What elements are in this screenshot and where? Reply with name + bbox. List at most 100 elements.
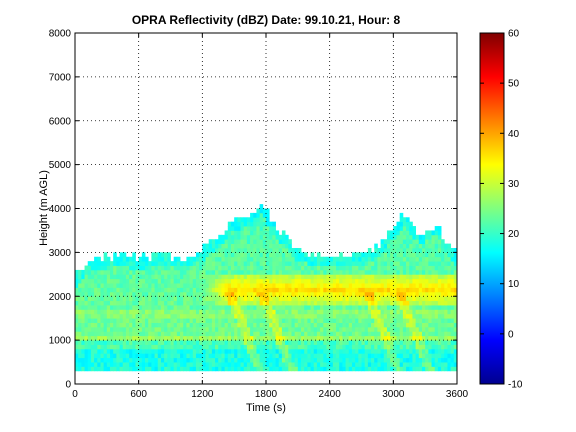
reflectivity-cell bbox=[186, 335, 190, 341]
reflectivity-cell bbox=[269, 243, 273, 249]
reflectivity-cell bbox=[151, 261, 155, 266]
reflectivity-cell bbox=[310, 344, 315, 350]
reflectivity-cell bbox=[157, 296, 162, 302]
reflectivity-cell bbox=[227, 247, 232, 253]
reflectivity-cell bbox=[167, 261, 171, 266]
reflectivity-cell bbox=[237, 283, 241, 288]
reflectivity-cell bbox=[278, 296, 283, 302]
reflectivity-cell bbox=[180, 278, 184, 284]
reflectivity-cell bbox=[358, 353, 362, 359]
reflectivity-cell bbox=[256, 331, 261, 337]
reflectivity-cell bbox=[237, 313, 241, 319]
reflectivity-cell bbox=[310, 348, 315, 354]
reflectivity-cell bbox=[374, 344, 378, 350]
reflectivity-cell bbox=[412, 278, 417, 284]
reflectivity-cell bbox=[367, 353, 372, 359]
reflectivity-cell bbox=[275, 296, 280, 302]
reflectivity-cell bbox=[364, 313, 369, 319]
reflectivity-cell bbox=[269, 366, 273, 372]
reflectivity-cell bbox=[160, 305, 165, 310]
reflectivity-cell bbox=[94, 278, 98, 284]
reflectivity-cell bbox=[396, 274, 401, 280]
reflectivity-cell bbox=[186, 274, 190, 280]
reflectivity-cell bbox=[396, 296, 401, 302]
reflectivity-cell bbox=[250, 217, 254, 223]
reflectivity-cell bbox=[215, 366, 219, 372]
reflectivity-cell bbox=[176, 344, 181, 350]
reflectivity-cell bbox=[412, 283, 417, 288]
reflectivity-cell bbox=[380, 239, 385, 244]
reflectivity-cell bbox=[250, 331, 254, 337]
reflectivity-cell bbox=[211, 291, 216, 297]
reflectivity-cell bbox=[78, 322, 82, 328]
reflectivity-cell bbox=[170, 274, 175, 280]
reflectivity-cell bbox=[374, 291, 378, 297]
reflectivity-cell bbox=[250, 357, 254, 363]
reflectivity-cell bbox=[358, 313, 362, 319]
reflectivity-cell bbox=[447, 326, 452, 332]
reflectivity-cell bbox=[180, 296, 184, 302]
reflectivity-cell bbox=[288, 243, 292, 249]
reflectivity-cell bbox=[393, 230, 397, 236]
reflectivity-cell bbox=[281, 256, 286, 262]
reflectivity-cell bbox=[97, 313, 101, 319]
reflectivity-cell bbox=[266, 230, 270, 236]
reflectivity-cell bbox=[253, 269, 257, 275]
reflectivity-cell bbox=[78, 278, 82, 284]
reflectivity-cell bbox=[386, 274, 391, 280]
reflectivity-cell bbox=[415, 269, 420, 275]
reflectivity-cell bbox=[377, 291, 381, 297]
reflectivity-cell bbox=[129, 357, 133, 363]
reflectivity-cell bbox=[186, 340, 190, 345]
reflectivity-cell bbox=[329, 278, 334, 284]
reflectivity-cell bbox=[383, 291, 388, 297]
reflectivity-cell bbox=[291, 300, 296, 306]
reflectivity-cell bbox=[141, 291, 146, 297]
reflectivity-cell bbox=[374, 340, 378, 345]
reflectivity-cell bbox=[396, 261, 401, 266]
reflectivity-cell bbox=[243, 217, 248, 223]
reflectivity-cell bbox=[218, 344, 222, 350]
reflectivity-cell bbox=[281, 322, 286, 328]
reflectivity-cell bbox=[157, 300, 162, 306]
reflectivity-cell bbox=[402, 291, 407, 297]
reflectivity-cell bbox=[374, 283, 378, 288]
reflectivity-cell bbox=[262, 291, 267, 297]
reflectivity-cell bbox=[256, 283, 261, 288]
reflectivity-cell bbox=[243, 221, 248, 227]
reflectivity-cell bbox=[262, 283, 267, 288]
reflectivity-cell bbox=[351, 283, 356, 288]
reflectivity-cell bbox=[164, 278, 168, 284]
reflectivity-cell bbox=[399, 340, 404, 345]
reflectivity-cell bbox=[246, 234, 251, 240]
reflectivity-cell bbox=[355, 261, 359, 266]
reflectivity-cell bbox=[211, 300, 216, 306]
reflectivity-cell bbox=[386, 239, 391, 244]
reflectivity-cell bbox=[173, 296, 178, 302]
reflectivity-cell bbox=[431, 261, 436, 266]
reflectivity-cell bbox=[301, 348, 305, 354]
reflectivity-cell bbox=[94, 344, 98, 350]
reflectivity-cell bbox=[406, 256, 410, 262]
reflectivity-cell bbox=[415, 318, 420, 323]
reflectivity-cell bbox=[84, 353, 89, 359]
reflectivity-cell bbox=[253, 331, 257, 337]
reflectivity-cell bbox=[269, 265, 273, 271]
reflectivity-cell bbox=[221, 252, 226, 258]
reflectivity-cell bbox=[240, 296, 245, 302]
reflectivity-cell bbox=[243, 252, 248, 258]
reflectivity-cell bbox=[399, 318, 404, 323]
reflectivity-cell bbox=[278, 300, 283, 306]
reflectivity-cell bbox=[253, 335, 257, 341]
reflectivity-cell bbox=[371, 283, 375, 288]
reflectivity-cell bbox=[383, 366, 388, 372]
reflectivity-cell bbox=[377, 348, 381, 354]
reflectivity-cell bbox=[418, 318, 423, 323]
reflectivity-cell bbox=[332, 344, 337, 350]
reflectivity-cell bbox=[256, 287, 261, 293]
reflectivity-cell bbox=[173, 348, 178, 354]
reflectivity-cell bbox=[272, 239, 276, 244]
reflectivity-cell bbox=[396, 353, 401, 359]
reflectivity-cell bbox=[176, 309, 181, 315]
reflectivity-cell bbox=[129, 335, 133, 341]
